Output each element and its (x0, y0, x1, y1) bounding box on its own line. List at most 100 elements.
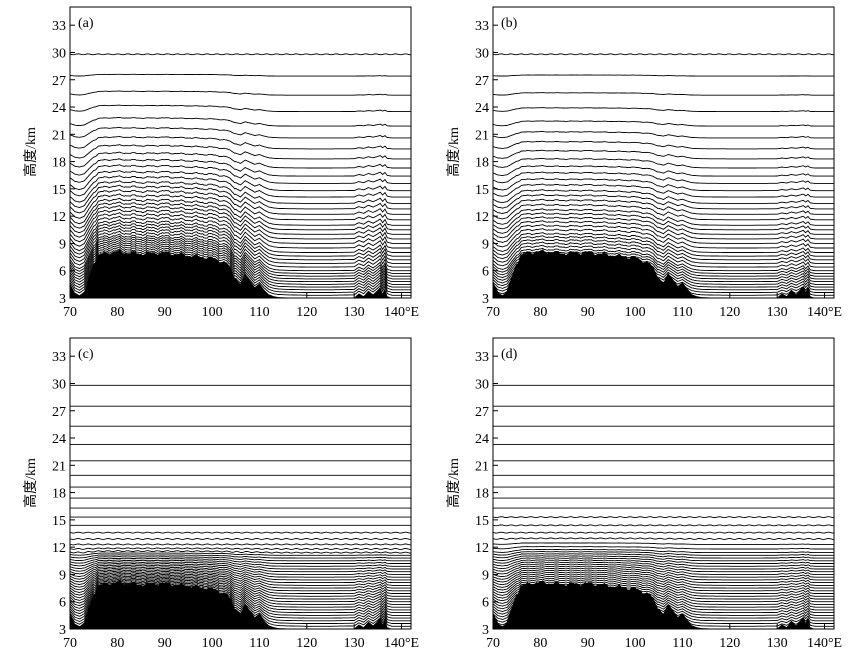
x-tick-label: 70 (63, 636, 77, 651)
y-tick-label: 18 (475, 487, 489, 502)
level-line (493, 580, 834, 600)
axes-frame (492, 337, 835, 630)
x-tick-label: 100 (625, 305, 646, 320)
level-line (70, 248, 411, 291)
level-line (70, 126, 411, 139)
level-line (70, 554, 411, 559)
panel-label: (d) (501, 347, 518, 362)
x-tick-label: 140°E (384, 636, 419, 651)
x-tick-label: 90 (158, 305, 172, 320)
y-tick-label: 24 (475, 101, 489, 116)
level-line (70, 571, 411, 589)
y-tick-label: 21 (475, 128, 489, 143)
level-line (70, 573, 411, 592)
level-line (493, 198, 834, 215)
y-tick-label: 15 (475, 183, 489, 198)
level-line (493, 171, 834, 184)
panel-c: 3 6 9 12 15 18 21 24 27 30 33 70 80 90 100 110 120 130 140… (22, 337, 419, 651)
x-tick-label: 110 (672, 636, 692, 651)
level-line (70, 242, 411, 283)
level-line (493, 563, 834, 573)
level-line (70, 244, 411, 285)
level-line (70, 151, 411, 169)
level-line (493, 232, 834, 253)
x-tick-label: 100 (202, 305, 223, 320)
level-line (70, 564, 411, 575)
level-line (70, 550, 411, 554)
level-line (70, 246, 411, 288)
axes-frame (492, 6, 835, 299)
y-tick-label: 15 (52, 514, 66, 529)
y-tick-label: 30 (475, 377, 489, 392)
level-line (493, 553, 834, 559)
level-line (70, 580, 411, 608)
axes-frame (69, 337, 412, 630)
x-tick-label: 90 (158, 636, 172, 651)
panel-d: 3 6 9 12 15 18 21 24 27 30 33 70 80 90 100 110 120 130 140… (445, 337, 842, 651)
level-line (493, 203, 834, 221)
terrain-silhouette (70, 581, 411, 629)
y-tick-label: 33 (52, 19, 66, 34)
x-tick-label: 110 (672, 305, 692, 320)
y-tick-label: 18 (52, 156, 66, 171)
level-line (493, 249, 834, 274)
x-tick-label: 120 (719, 636, 740, 651)
level-line (493, 524, 834, 527)
level-line (70, 204, 411, 235)
level-line (70, 180, 411, 204)
level-line (493, 571, 834, 584)
plot-area (493, 384, 834, 629)
level-line (70, 538, 411, 540)
x-tick-label: 100 (202, 636, 223, 651)
level-line (70, 104, 411, 113)
level-line (493, 140, 834, 150)
level-line (70, 239, 411, 280)
level-line (70, 568, 411, 584)
x-tick-label: 80 (533, 636, 547, 651)
y-tick-label: 24 (52, 101, 66, 116)
y-tick-label: 18 (52, 487, 66, 502)
level-line (70, 144, 411, 160)
level-line (70, 574, 411, 594)
level-line (493, 238, 834, 261)
y-axis-label: 高度/km (22, 458, 39, 508)
level-line (493, 107, 834, 113)
x-tick-label: 130 (344, 305, 365, 320)
level-line (493, 120, 834, 127)
y-tick-label: 27 (52, 74, 66, 89)
y-tick-label: 9 (482, 568, 489, 583)
x-tick-label: 140°E (384, 305, 419, 320)
level-line (70, 237, 411, 277)
x-tick-label: 90 (581, 636, 595, 651)
level-line (70, 201, 411, 231)
level-line (493, 92, 834, 96)
y-axis-label: 高度/km (445, 458, 462, 508)
y-tick-label: 21 (52, 459, 66, 474)
level-line (493, 537, 834, 540)
x-tick-label: 120 (296, 636, 317, 651)
level-line (493, 546, 834, 550)
y-tick-label: 27 (475, 74, 489, 89)
level-line (70, 531, 411, 534)
y-tick-label: 24 (52, 432, 66, 447)
level-line (70, 575, 411, 597)
level-line (493, 567, 834, 578)
panel-label: (a) (78, 16, 94, 31)
level-line (493, 228, 834, 249)
level-line (493, 561, 834, 570)
level-line (70, 249, 411, 293)
y-tick-label: 3 (482, 623, 489, 638)
terrain-silhouette (493, 581, 834, 629)
level-line (70, 53, 411, 56)
level-line (70, 222, 411, 257)
level-line (493, 548, 834, 554)
level-line (70, 170, 411, 192)
y-tick-label: 9 (59, 568, 66, 583)
level-line (70, 577, 411, 600)
level-line (70, 235, 411, 274)
level-line (493, 130, 834, 139)
x-tick-label: 70 (486, 305, 500, 320)
level-line (70, 580, 411, 611)
x-tick-label: 140°E (807, 305, 842, 320)
